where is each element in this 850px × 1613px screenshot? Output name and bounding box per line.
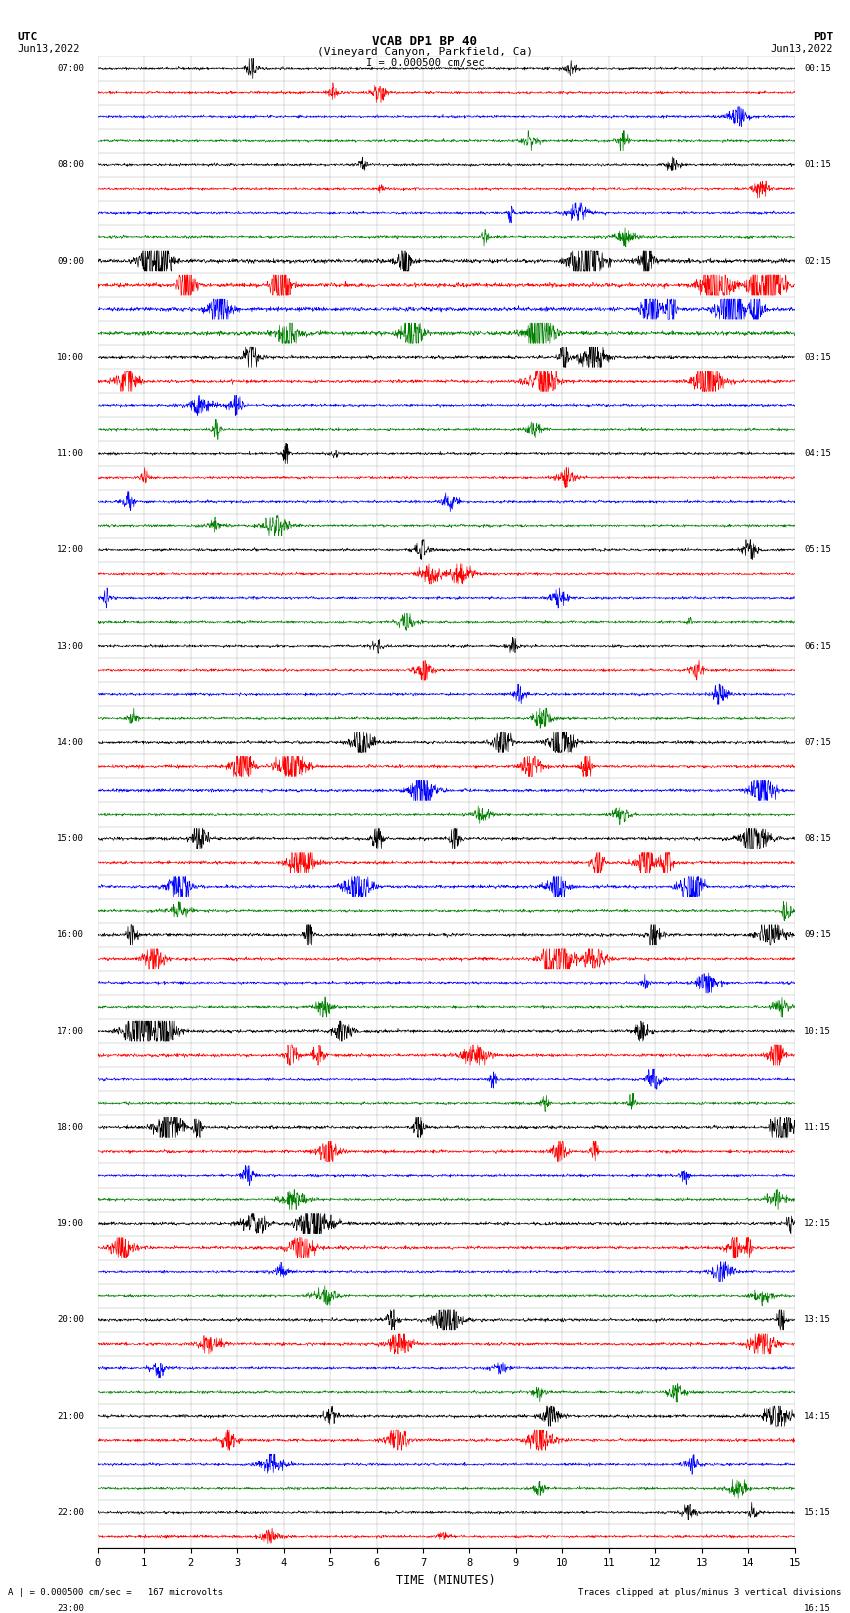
- Text: 19:00: 19:00: [57, 1219, 84, 1227]
- Text: Jun13,2022: Jun13,2022: [770, 44, 833, 53]
- Text: (Vineyard Canyon, Parkfield, Ca): (Vineyard Canyon, Parkfield, Ca): [317, 47, 533, 56]
- Text: UTC: UTC: [17, 32, 37, 42]
- Text: 07:00: 07:00: [57, 65, 84, 73]
- Text: 00:15: 00:15: [804, 65, 831, 73]
- Text: Traces clipped at plus/minus 3 vertical divisions: Traces clipped at plus/minus 3 vertical …: [578, 1587, 842, 1597]
- Text: 13:00: 13:00: [57, 642, 84, 650]
- Text: 20:00: 20:00: [57, 1315, 84, 1324]
- Text: I = 0.000500 cm/sec: I = 0.000500 cm/sec: [366, 58, 484, 68]
- Text: A | = 0.000500 cm/sec =   167 microvolts: A | = 0.000500 cm/sec = 167 microvolts: [8, 1587, 224, 1597]
- Text: 04:15: 04:15: [804, 448, 831, 458]
- Text: 03:15: 03:15: [804, 353, 831, 361]
- Text: 21:00: 21:00: [57, 1411, 84, 1421]
- Text: PDT: PDT: [813, 32, 833, 42]
- Text: 11:00: 11:00: [57, 448, 84, 458]
- Text: 07:15: 07:15: [804, 737, 831, 747]
- Text: 09:00: 09:00: [57, 256, 84, 266]
- Text: 01:15: 01:15: [804, 160, 831, 169]
- Text: 08:15: 08:15: [804, 834, 831, 844]
- Text: 23:00: 23:00: [57, 1605, 84, 1613]
- Text: 15:15: 15:15: [804, 1508, 831, 1516]
- Text: VCAB DP1 BP 40: VCAB DP1 BP 40: [372, 35, 478, 48]
- Text: 12:00: 12:00: [57, 545, 84, 555]
- Text: 15:00: 15:00: [57, 834, 84, 844]
- Text: 10:00: 10:00: [57, 353, 84, 361]
- Text: 08:00: 08:00: [57, 160, 84, 169]
- Text: 17:00: 17:00: [57, 1026, 84, 1036]
- Text: 11:15: 11:15: [804, 1123, 831, 1132]
- Text: 09:15: 09:15: [804, 931, 831, 939]
- Text: 14:15: 14:15: [804, 1411, 831, 1421]
- Text: 14:00: 14:00: [57, 737, 84, 747]
- Text: Jun13,2022: Jun13,2022: [17, 44, 80, 53]
- Text: 18:00: 18:00: [57, 1123, 84, 1132]
- Text: 06:15: 06:15: [804, 642, 831, 650]
- Text: 16:15: 16:15: [804, 1605, 831, 1613]
- Text: 05:15: 05:15: [804, 545, 831, 555]
- Text: 13:15: 13:15: [804, 1315, 831, 1324]
- Text: 22:00: 22:00: [57, 1508, 84, 1516]
- Text: 16:00: 16:00: [57, 931, 84, 939]
- Text: 10:15: 10:15: [804, 1026, 831, 1036]
- X-axis label: TIME (MINUTES): TIME (MINUTES): [396, 1574, 496, 1587]
- Text: 02:15: 02:15: [804, 256, 831, 266]
- Text: 12:15: 12:15: [804, 1219, 831, 1227]
